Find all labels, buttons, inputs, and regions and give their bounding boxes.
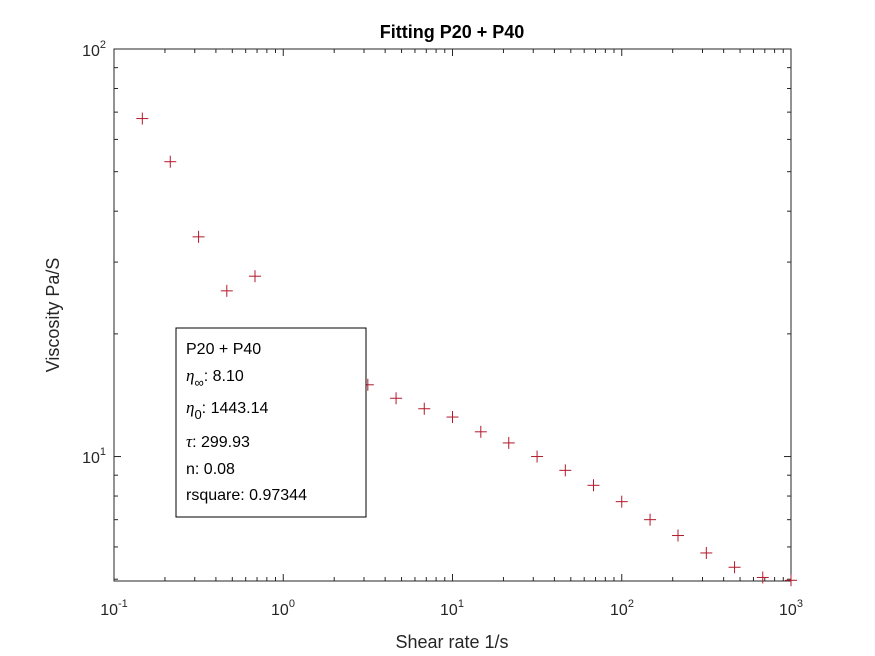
chart-title: Fitting P20 + P40 [380, 22, 525, 42]
data-point [390, 392, 403, 405]
data-point [672, 529, 685, 542]
data-point [587, 479, 600, 492]
x-tick-label: 10-1 [100, 598, 128, 619]
data-point [418, 402, 431, 415]
data-point [192, 230, 205, 243]
data-point [531, 450, 544, 463]
data-point [502, 436, 515, 449]
x-axis-label: Shear rate 1/s [395, 632, 508, 652]
data-point [728, 561, 741, 574]
legend-rsquare: rsquare: 0.97344 [186, 487, 307, 504]
legend-eta-inf: η∞: 8.10 [186, 366, 244, 390]
data-point [136, 112, 149, 125]
data-point [615, 495, 628, 508]
y-tick-label: 102 [82, 39, 106, 60]
legend-eta-0: η0: 1443.14 [186, 398, 269, 422]
legend-name: P20 + P40 [186, 341, 261, 358]
legend-n: n: 0.08 [186, 461, 235, 478]
x-tick-label: 103 [779, 598, 803, 619]
y-tick-label: 101 [82, 446, 106, 467]
legend: P20 + P40 η∞: 8.10 η0: 1443.14 τ: 299.93… [175, 327, 367, 518]
data-point [220, 284, 233, 297]
data-point [474, 425, 487, 438]
legend-box [175, 327, 367, 518]
data-point [700, 546, 713, 559]
data-point [756, 571, 769, 584]
legend-tau: τ: 299.93 [186, 432, 250, 451]
data-point [559, 464, 572, 477]
data-point [644, 513, 657, 526]
x-tick-label: 100 [271, 598, 295, 619]
data-point [249, 270, 262, 283]
y-axis-label: Viscosity Pa/S [43, 258, 63, 373]
minor-ticks [114, 49, 791, 581]
x-tick-label: 101 [440, 598, 464, 619]
data-point [164, 155, 177, 168]
x-tick-label: 102 [610, 598, 634, 619]
data-point [785, 574, 797, 587]
data-point [446, 411, 459, 424]
